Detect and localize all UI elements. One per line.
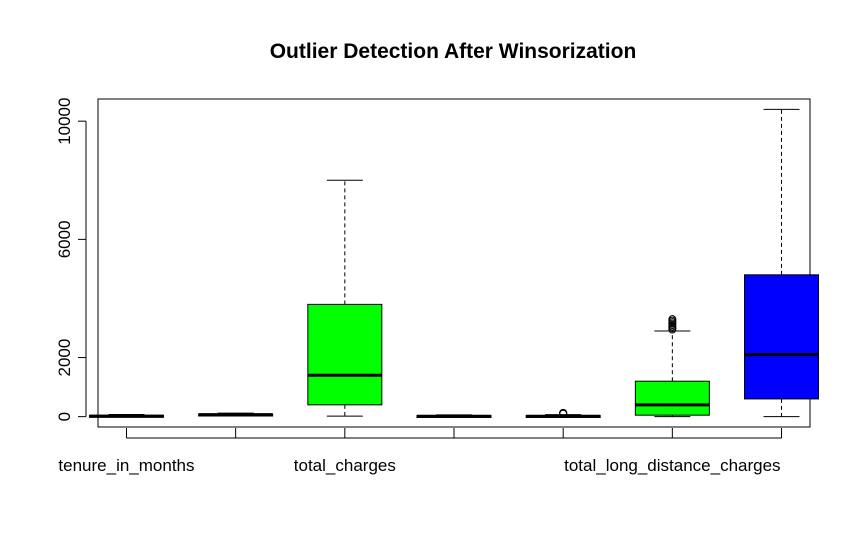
boxes — [88, 108, 820, 418]
box-group — [88, 414, 164, 418]
box-group — [525, 408, 601, 418]
x-tick-label: total_charges — [294, 456, 396, 475]
y-tick-label: 10000 — [55, 98, 74, 145]
box — [307, 303, 383, 406]
plot-frame — [97, 98, 811, 428]
outlier-point — [559, 408, 568, 417]
box-group — [744, 108, 820, 418]
box-group — [198, 412, 274, 417]
chart-title: Outlier Detection After Winsorization — [270, 40, 637, 63]
x-tick-label: total_long_distance_charges — [564, 456, 780, 475]
y-tick-label: 6000 — [55, 220, 74, 258]
box-group — [307, 179, 383, 417]
box — [744, 274, 820, 400]
box-group — [416, 414, 492, 418]
x-axis: tenure_in_months total_charges total_long_… — [58, 428, 783, 475]
y-tick-label: 2000 — [55, 339, 74, 377]
y-axis: 0 2000 6000 10000 — [55, 98, 87, 421]
outlier-point — [668, 315, 677, 324]
x-tick-label: tenure_in_months — [58, 456, 194, 475]
y-tick-label: 0 — [55, 412, 74, 421]
box-group — [634, 315, 710, 418]
box — [634, 380, 710, 416]
